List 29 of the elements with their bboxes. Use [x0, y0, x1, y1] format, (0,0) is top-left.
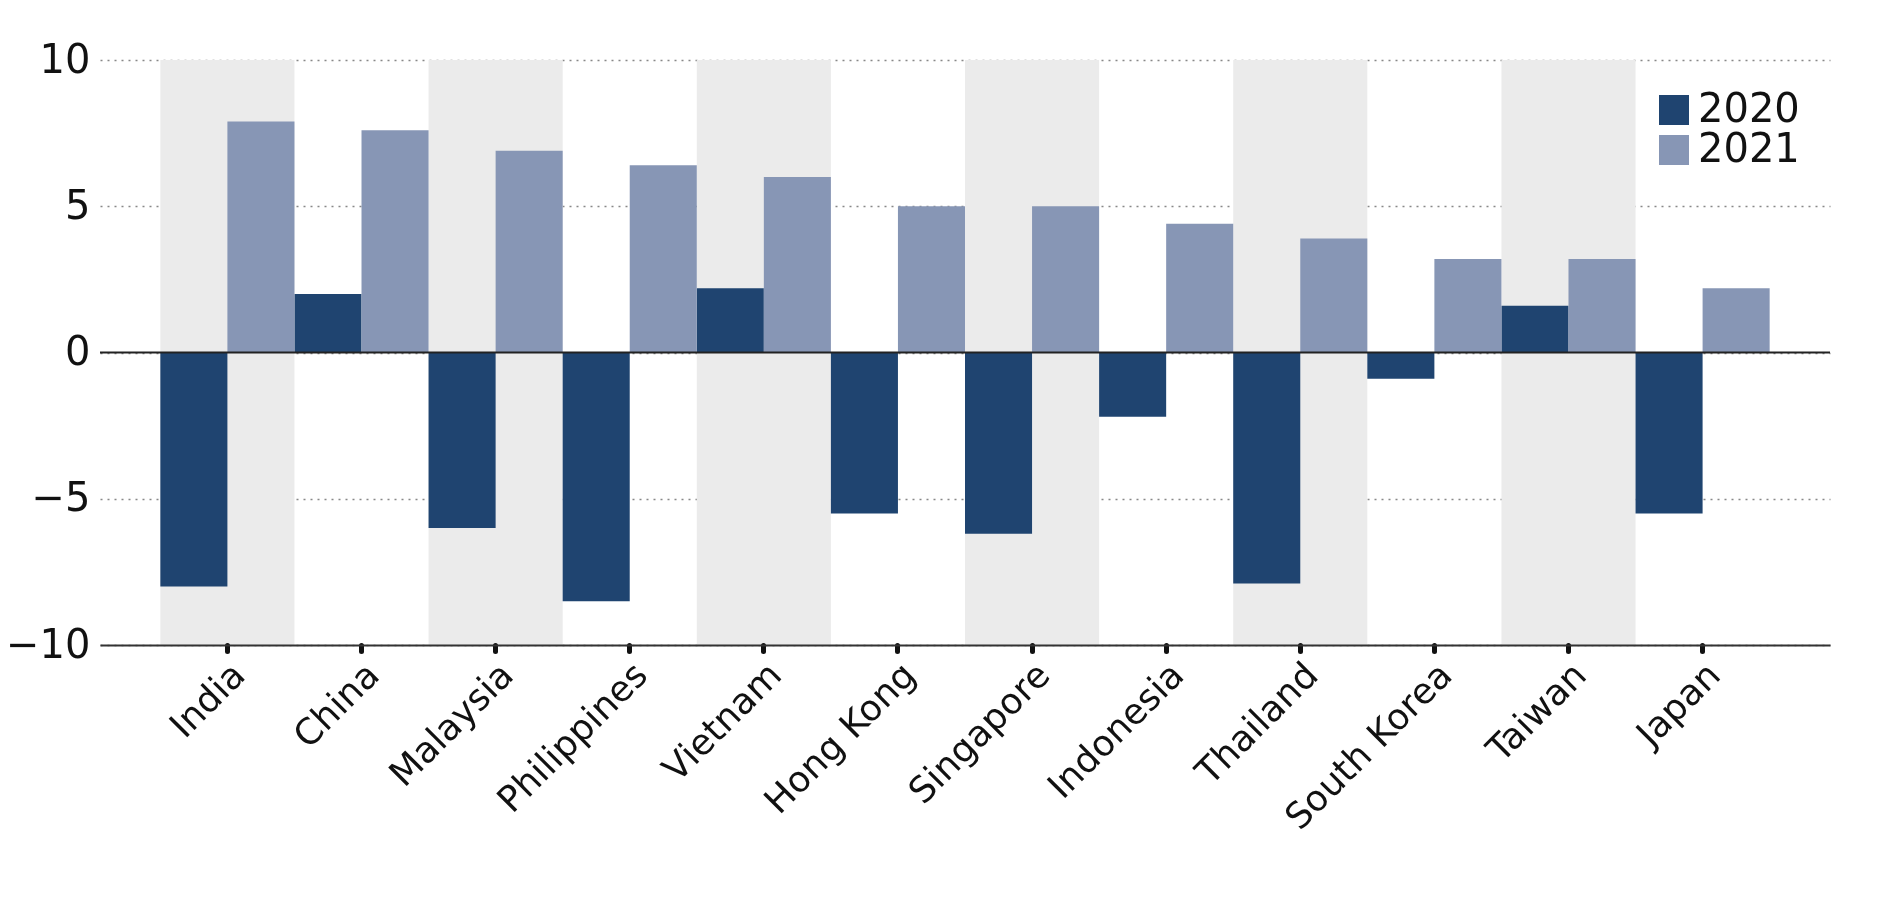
y-tick-label: −10 [6, 620, 91, 667]
bar [1702, 288, 1770, 353]
bar [361, 130, 429, 353]
y-tick-label: 5 [65, 181, 91, 228]
bar [1300, 238, 1368, 353]
bar [562, 352, 630, 602]
bar [495, 150, 563, 353]
bar [1568, 258, 1636, 353]
bar [1501, 305, 1569, 353]
y-tick-label: 0 [65, 328, 91, 374]
bar [629, 165, 697, 353]
bar [1367, 352, 1435, 379]
bar [763, 177, 831, 353]
bar [1635, 352, 1703, 514]
bar [160, 352, 228, 587]
bar [1032, 206, 1100, 353]
bar [1099, 352, 1167, 417]
bar [227, 121, 295, 353]
y-tick-label: 10 [39, 35, 91, 82]
bar [294, 294, 362, 353]
bar [897, 206, 965, 353]
y-tick-label: −5 [31, 474, 91, 521]
bar [965, 352, 1033, 534]
bar [1166, 223, 1234, 353]
bar [830, 352, 898, 514]
bar [696, 288, 764, 353]
bar [428, 352, 496, 528]
bar [1434, 258, 1502, 353]
bar [1233, 352, 1301, 584]
